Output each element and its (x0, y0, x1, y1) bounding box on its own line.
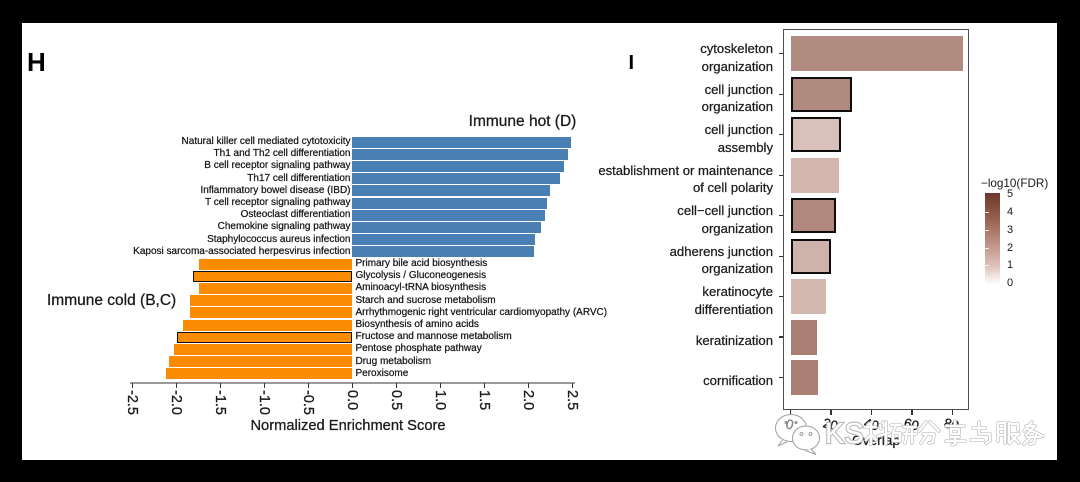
svg-text:KS: KS (825, 418, 864, 450)
svg-text:KS: KS (825, 418, 864, 450)
